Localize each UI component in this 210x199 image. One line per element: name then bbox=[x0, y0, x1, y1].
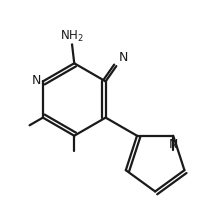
Text: NH$_2$: NH$_2$ bbox=[60, 29, 84, 44]
Text: N: N bbox=[32, 74, 41, 87]
Text: N: N bbox=[169, 138, 178, 151]
Text: N: N bbox=[118, 51, 128, 64]
